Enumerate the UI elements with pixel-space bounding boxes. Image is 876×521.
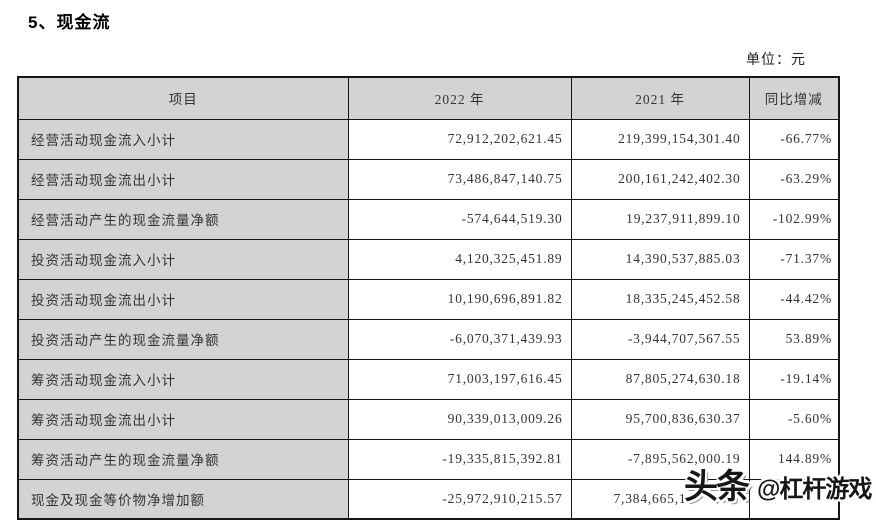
table-row: 筹资活动现金流出小计 90,339,013,009.26 95,700,836,63… bbox=[17, 398, 840, 440]
page-title: 5、现金流 bbox=[28, 13, 111, 32]
table-row: 经营活动现金流入小计 72,912,202,621.45 219,399,154,3… bbox=[17, 118, 840, 160]
watermark-toutiao-logo: 头条 bbox=[684, 468, 750, 506]
item-cell: 经营活动产生的现金流量净额 bbox=[17, 198, 349, 240]
change-cell: -44.42% bbox=[748, 278, 840, 320]
table-row: 经营活动现金流出小计 73,486,847,140.75 200,161,242,4… bbox=[17, 158, 840, 200]
value-2022-cell: -25,972,910,215.57 bbox=[347, 478, 572, 520]
change-cell: 144.89% bbox=[748, 438, 840, 480]
value-2022-cell: -6,070,371,439.93 bbox=[347, 318, 572, 360]
table-row: 投资活动产生的现金流量净额 -6,070,371,439.93 -3,944,707… bbox=[17, 318, 840, 360]
change-cell: 53.89% bbox=[748, 318, 840, 360]
watermark: 头条 @杠杆游戏 bbox=[684, 468, 872, 506]
change-cell: -71.37% bbox=[748, 238, 840, 280]
value-2021-cell: 7,384,665,1 bbox=[570, 478, 750, 520]
header-cell-change: 同比增减 bbox=[748, 76, 840, 120]
table-row: 投资活动现金流出小计 10,190,696,891.82 18,335,245,45… bbox=[17, 278, 840, 320]
item-cell: 投资活动现金流出小计 bbox=[17, 278, 349, 320]
header-cell-item: 项目 bbox=[17, 76, 349, 120]
item-cell: 经营活动现金流出小计 bbox=[17, 158, 349, 200]
value-2021-cell: 87,805,274,630.18 bbox=[570, 358, 750, 400]
header-cell-2021: 2021 年 bbox=[570, 76, 750, 120]
value-2022-cell: 90,339,013,009.26 bbox=[347, 398, 572, 440]
value-2022-cell: -19,335,815,392.81 bbox=[347, 438, 572, 480]
value-2021-cell: 95,700,836,630.37 bbox=[570, 398, 750, 440]
value-2022-cell: 4,120,325,451.89 bbox=[347, 238, 572, 280]
watermark-account-name: @杠杆游戏 bbox=[757, 476, 872, 504]
value-2021-cell: 14,390,537,885.03 bbox=[570, 238, 750, 280]
value-2022-cell: -574,644,519.30 bbox=[347, 198, 572, 240]
item-cell: 投资活动产生的现金流量净额 bbox=[17, 318, 349, 360]
change-cell bbox=[748, 478, 840, 520]
value-2021-cell: 200,161,242,402.30 bbox=[570, 158, 750, 200]
value-2021-cell: -3,944,707,567.55 bbox=[570, 318, 750, 360]
table-row: 经营活动产生的现金流量净额 -574,644,519.30 19,237,911,8… bbox=[17, 198, 840, 240]
change-cell: -5.60% bbox=[748, 398, 840, 440]
value-2022-cell: 71,003,197,616.45 bbox=[347, 358, 572, 400]
table-row: 筹资活动现金流入小计 71,003,197,616.45 87,805,274,63… bbox=[17, 358, 840, 400]
value-2022-cell: 72,912,202,621.45 bbox=[347, 118, 572, 160]
cashflow-table-body: 经营活动现金流入小计 72,912,202,621.45 219,399,154,3… bbox=[17, 118, 840, 520]
change-cell: -19.14% bbox=[748, 358, 840, 400]
item-cell: 筹资活动现金流入小计 bbox=[17, 358, 349, 400]
table-row: 筹资活动产生的现金流量净额 -19,335,815,392.81 -7,895,56… bbox=[17, 438, 840, 480]
table-row: 现金及现金等价物净增加额 -25,972,910,215.57 7,384,665,… bbox=[17, 478, 840, 520]
item-cell: 经营活动现金流入小计 bbox=[17, 118, 349, 160]
table-header-row: 项目 2022 年 2021 年 同比增减 bbox=[17, 76, 840, 120]
item-cell: 筹资活动现金流出小计 bbox=[17, 398, 349, 440]
value-2021-cell: 219,399,154,301.40 bbox=[570, 118, 750, 160]
change-cell: -66.77% bbox=[748, 118, 840, 160]
change-cell: -102.99% bbox=[748, 198, 840, 240]
unit-label: 单位：元 bbox=[746, 53, 806, 68]
value-2021-cell: 18,335,245,452.58 bbox=[570, 278, 750, 320]
header-cell-2022: 2022 年 bbox=[347, 76, 572, 120]
item-cell: 现金及现金等价物净增加额 bbox=[17, 478, 349, 520]
value-2021-cell: 19,237,911,899.10 bbox=[570, 198, 750, 240]
table-row: 投资活动现金流入小计 4,120,325,451.89 14,390,537,885… bbox=[17, 238, 840, 280]
change-cell: -63.29% bbox=[748, 158, 840, 200]
item-cell: 筹资活动产生的现金流量净额 bbox=[17, 438, 349, 480]
value-2022-cell: 10,190,696,891.82 bbox=[347, 278, 572, 320]
value-2022-cell: 73,486,847,140.75 bbox=[347, 158, 572, 200]
cashflow-table: 项目 2022 年 2021 年 同比增减 经营活动现金流入小计 72,912,2… bbox=[17, 76, 840, 520]
item-cell: 投资活动现金流入小计 bbox=[17, 238, 349, 280]
